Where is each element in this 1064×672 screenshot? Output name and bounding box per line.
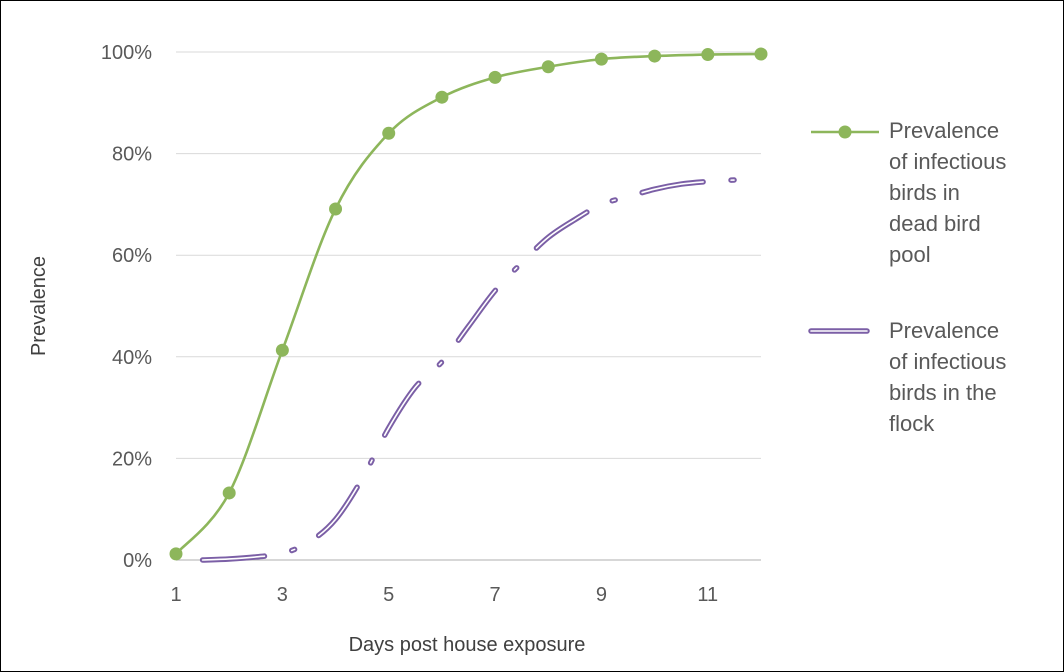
data-point-dead-bird-pool: [701, 48, 715, 62]
legend-label-line: flock: [889, 411, 935, 436]
data-point-dead-bird-pool: [594, 52, 608, 66]
x-tick-label: 3: [277, 584, 288, 606]
series-line-dead-bird-pool: [175, 52, 762, 555]
data-point-dead-bird-pool: [222, 486, 236, 500]
data-point-dead-bird-pool: [435, 90, 449, 104]
data-point-dead-bird-pool: [275, 343, 289, 357]
series-line-flock: [199, 177, 764, 563]
x-tick-label: 5: [383, 584, 394, 606]
legend-label-flock: Prevalence of infectious birds in the flock: [889, 318, 1006, 436]
y-tick-label: 40%: [112, 347, 152, 369]
x-tick-label: 1: [170, 584, 181, 606]
legend-label-line: of infectious: [889, 149, 1006, 174]
data-point-dead-bird-pool: [382, 126, 396, 140]
y-axis-title: Prevalence: [28, 256, 50, 356]
data-point-dead-bird-pool: [541, 60, 555, 74]
series-line-flock-inner: [201, 179, 762, 561]
legend-label-line: Prevalence: [889, 118, 999, 143]
legend: Prevalence of infectious birds in dead bird…: [808, 118, 1006, 436]
legend-label-line: Prevalence: [889, 318, 999, 343]
legend-label-line: birds in: [889, 180, 960, 205]
data-point-dead-bird-pool: [329, 202, 343, 216]
y-tick-label: 60%: [112, 245, 152, 267]
legend-label-line: of infectious: [889, 349, 1006, 374]
y-tick-label: 100%: [101, 42, 152, 64]
data-point-dead-bird-pool: [488, 70, 502, 84]
axes: 0% 20% 40% 60% 80% 100% 1 3 5 7 9 11: [101, 42, 761, 606]
x-axis-title: Days post house exposure: [349, 634, 586, 656]
x-tick-label: 11: [697, 584, 718, 606]
legend-label-line: pool: [889, 242, 931, 267]
y-tick-label: 0%: [123, 550, 152, 572]
data-point-dead-bird-pool: [648, 49, 662, 63]
series-layer: [169, 47, 768, 563]
data-point-dead-bird-pool: [169, 547, 183, 561]
y-tick-label: 20%: [112, 448, 152, 470]
y-tick-label: 80%: [112, 144, 152, 166]
gridlines: [176, 51, 761, 459]
legend-label-line: dead bird: [889, 211, 981, 236]
legend-marker-dead-bird-pool: [838, 125, 852, 139]
x-tick-label: 7: [490, 584, 501, 606]
legend-label-line: birds in the: [889, 380, 997, 405]
x-tick-label: 9: [596, 584, 607, 606]
data-point-dead-bird-pool: [754, 47, 768, 61]
legend-label-dead-bird-pool: Prevalence of infectious birds in dead bird…: [889, 118, 1006, 267]
